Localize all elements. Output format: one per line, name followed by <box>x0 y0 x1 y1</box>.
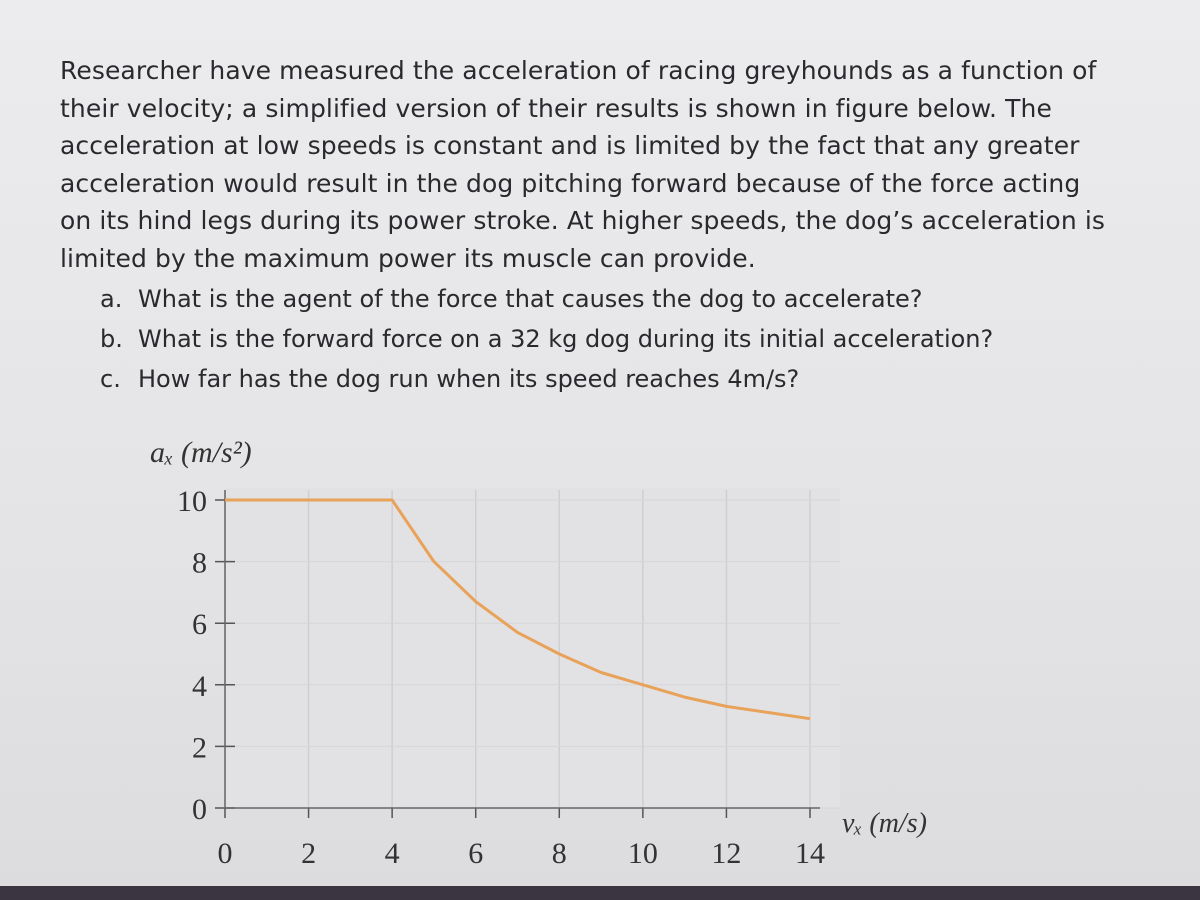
x-tick-label: 14 <box>795 837 825 870</box>
y-tick-label: 0 <box>192 793 207 826</box>
question-label: b. <box>100 325 123 353</box>
y-tick-label: 2 <box>192 731 207 764</box>
y-axis-label: aₓ (m/s²) <box>150 436 252 469</box>
x-tick-label: 4 <box>385 837 400 870</box>
x-tick-label: 8 <box>552 837 567 870</box>
photo-edge <box>0 886 1200 900</box>
y-tick-label: 4 <box>192 670 207 703</box>
question-label: a. <box>100 285 123 313</box>
x-tick-label: 6 <box>468 837 483 870</box>
question-label: c. <box>100 365 121 393</box>
text-line: acceleration would result in the dog pit… <box>60 168 1081 198</box>
text-line: acceleration at low speeds is constant a… <box>60 131 1080 160</box>
x-tick-label: 10 <box>628 837 658 870</box>
question-text: What is the agent of the force that caus… <box>138 285 923 313</box>
y-tick-label: 8 <box>192 547 207 580</box>
data-line <box>225 498 811 721</box>
question: b. What is the forward force on a 32 kg d… <box>100 325 993 353</box>
x-tick-label: 0 <box>218 837 233 870</box>
plot-background <box>225 488 840 808</box>
y-tick-label: 10 <box>177 485 207 518</box>
text-line: their velocity; a simplified version of … <box>60 93 1052 123</box>
text-line: Researcher have measured the acceleratio… <box>60 56 1097 85</box>
x-tick-label: 2 <box>301 837 316 870</box>
question: a. What is the agent of the force that ca… <box>100 285 923 313</box>
question-text: How far has the dog run when its speed r… <box>138 365 800 393</box>
question-text: What is the forward force on a 32 kg dog… <box>138 325 994 353</box>
y-tick-label: 6 <box>192 608 207 641</box>
text-line: on its hind legs during its power stroke… <box>60 206 1105 235</box>
text-line: limited by the maximum power its muscle … <box>60 243 756 273</box>
x-tick-label: 12 <box>711 837 741 870</box>
question: c. How far has the dog run when its speed… <box>100 365 799 393</box>
x-axis-label: vₓ (m/s) <box>842 808 927 839</box>
